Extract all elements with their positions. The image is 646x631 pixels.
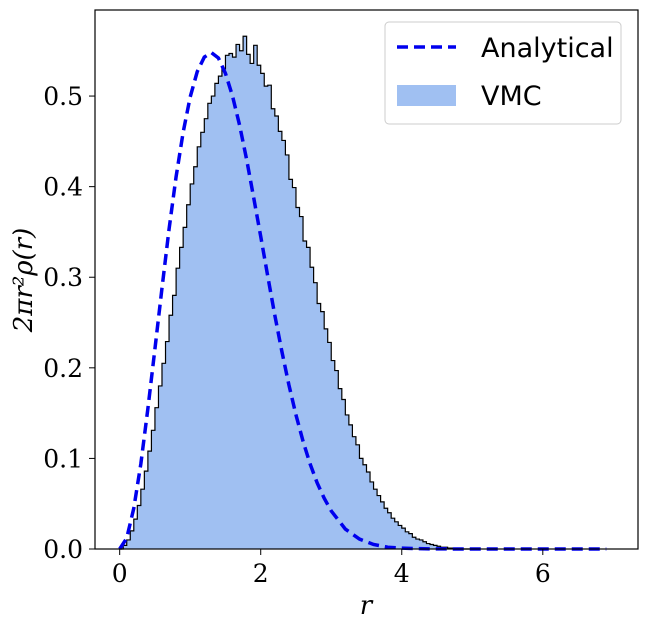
x-tick-label: 4 [394,559,410,588]
y-tick-label: 0.4 [43,173,83,202]
x-tick-label: 0 [112,559,128,588]
y-tick-label: 0.3 [43,263,83,292]
vmc-histogram-edge [119,35,473,550]
x-tick-label: 2 [253,559,269,588]
legend-vmc-swatch [397,85,456,106]
y-axis-label: 2πr²ρ(r) [9,228,39,333]
legend-analytical-label: Analytical [481,33,614,64]
x-axis-ticks: 0 2 4 6 [112,549,551,588]
x-tick-label: 6 [535,559,551,588]
y-tick-label: 0.2 [43,354,83,383]
plot-frame [94,9,639,550]
y-tick-label: 0.1 [43,444,83,473]
x-axis-label: r [360,591,374,621]
vmc-histogram-fill [119,36,473,549]
legend: Analytical VMC [384,21,622,125]
y-axis-ticks: 0.0 0.1 0.2 0.3 0.4 0.5 [43,82,95,564]
y-tick-label: 0.5 [43,82,83,111]
y-tick-label: 0.0 [43,535,83,564]
legend-vmc-label: VMC [481,81,542,112]
